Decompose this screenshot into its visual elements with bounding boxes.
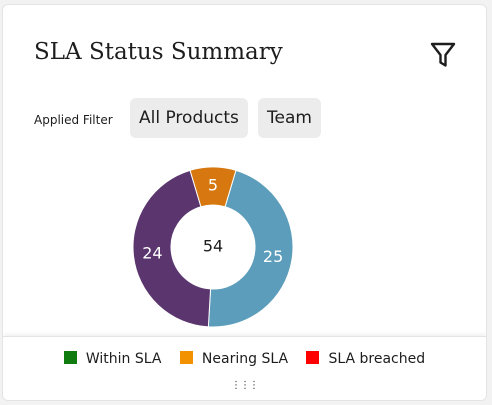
donut-segment-label: 24 — [142, 244, 162, 263]
legend-item-nearing-sla[interactable]: Nearing SLA — [179, 351, 289, 367]
legend-label-nearing-sla: Nearing SLA — [201, 351, 289, 367]
sla-donut-chart: 25 24 5 54 — [132, 166, 294, 328]
donut-segment-24[interactable] — [132, 169, 212, 328]
drag-handle-icon[interactable]: ⋮⋮⋮ — [231, 380, 259, 391]
donut-segment-25[interactable] — [207, 169, 294, 328]
legend-swatch-within-sla — [63, 351, 77, 364]
legend-swatch-nearing-sla — [179, 351, 193, 364]
legend-item-within-sla[interactable]: Within SLA — [63, 351, 162, 367]
donut-segment-5[interactable] — [189, 166, 237, 208]
legend-swatch-sla-breached — [306, 351, 320, 364]
filter-button[interactable] — [429, 41, 457, 69]
filter-chip-all-products[interactable]: All Products — [130, 98, 248, 138]
filter-chip-team[interactable]: Team — [258, 98, 321, 138]
applied-filter-label: Applied Filter — [34, 113, 113, 127]
donut-segment-label: 25 — [263, 247, 283, 266]
filter-funnel-icon — [430, 42, 456, 67]
legend-item-sla-breached[interactable]: SLA breached — [306, 351, 425, 367]
card-title: SLA Status Summary — [34, 39, 283, 65]
sla-status-card: SLA Status Summary Applied Filter All Pr… — [2, 4, 487, 401]
legend-label-within-sla: Within SLA — [85, 351, 162, 367]
donut-center-total: 54 — [203, 237, 223, 256]
legend-label-sla-breached: SLA breached — [328, 351, 426, 367]
chart-legend: Within SLA Nearing SLA SLA breached ⋮⋮⋮ — [3, 336, 486, 400]
donut-segment-label: 5 — [208, 176, 218, 195]
